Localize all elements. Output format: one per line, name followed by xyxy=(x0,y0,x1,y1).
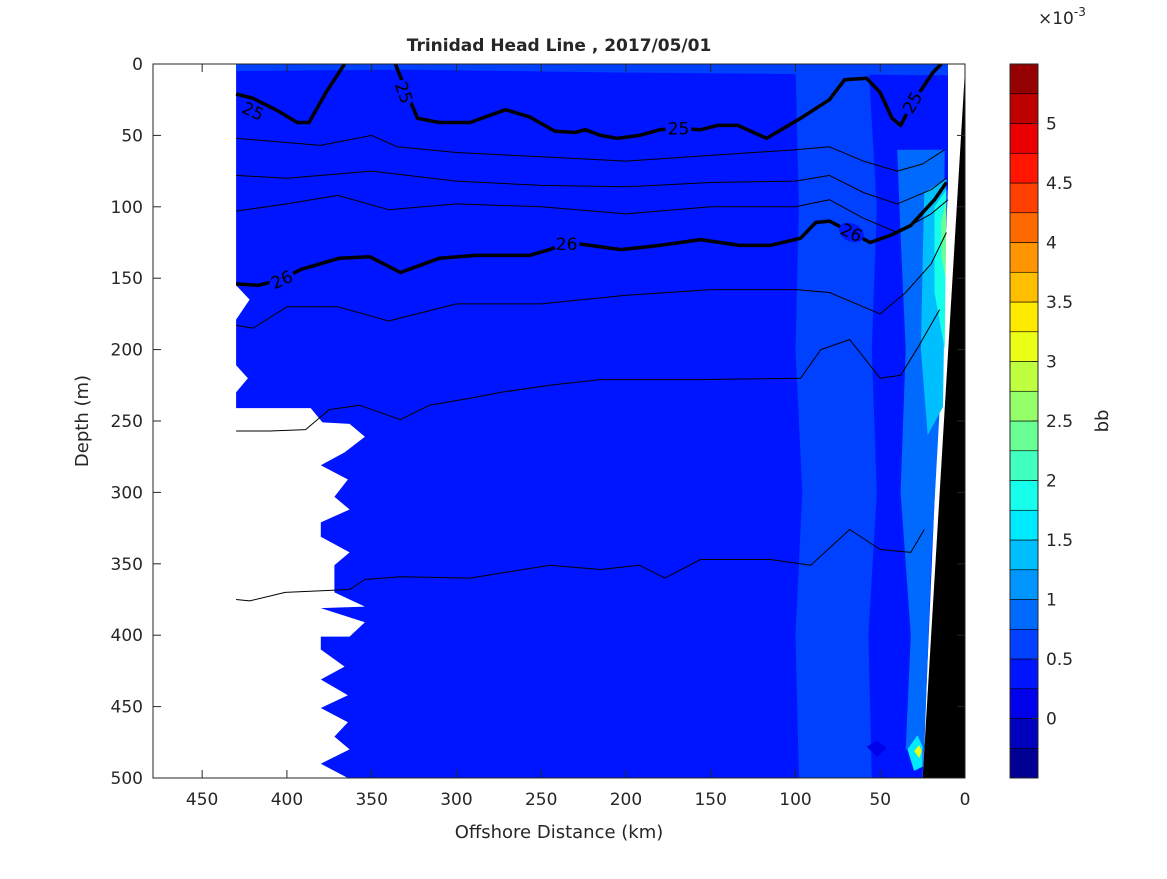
colorbar-band xyxy=(1009,688,1039,719)
colorbar-band xyxy=(1009,480,1039,511)
contour-label-bg xyxy=(553,234,580,253)
colorbar-band xyxy=(1009,539,1039,571)
colorbar-band xyxy=(1009,93,1039,124)
y-tick-label: 250 xyxy=(111,412,143,432)
colorbar-band xyxy=(1009,242,1039,273)
colorbar-tick-label: 4 xyxy=(1046,234,1057,254)
y-tick-label: 50 xyxy=(121,126,143,146)
colorbar: 0 0.5 1 1.5 2 2.5 3 3.5 4 4.5 5 xyxy=(1009,63,1073,779)
colorbar-band xyxy=(1009,420,1039,452)
x-tick-label: 150 xyxy=(694,790,726,810)
fill-bottom-spot-outer xyxy=(907,735,923,771)
y-tick-label: 500 xyxy=(111,769,143,789)
y-axis-label: Depth (m) xyxy=(72,375,93,467)
colorbar-band xyxy=(1009,331,1039,362)
fill-coastal-peak xyxy=(941,199,947,279)
x-tick-label: 0 xyxy=(960,790,971,810)
fill-deep-patch-50km xyxy=(866,740,887,757)
colorbar-band xyxy=(1009,628,1039,660)
y-axis: 0 50 100 150 200 250 300 350 400 450 500 xyxy=(111,55,965,789)
x-tick-label: 450 xyxy=(186,790,218,810)
y-tick-label: 200 xyxy=(111,341,143,361)
colorbar-band xyxy=(1009,152,1039,184)
colorbar-tick-label: 3 xyxy=(1046,353,1057,373)
y-tick-label: 300 xyxy=(111,483,143,503)
contour-line xyxy=(236,232,947,329)
contour-label: 26 xyxy=(556,235,578,255)
colorbar-label: bb xyxy=(1092,410,1113,433)
colorbar-tick-label: 2 xyxy=(1046,472,1057,492)
y-tick-label: 400 xyxy=(111,626,143,646)
colorbar-band xyxy=(1009,569,1039,600)
x-tick-label: 400 xyxy=(271,790,303,810)
colorbar-band xyxy=(1009,390,1039,422)
x-tick-label: 300 xyxy=(440,790,472,810)
colorbar-tick-label: 1.5 xyxy=(1046,531,1073,551)
y-tick-label: 0 xyxy=(132,55,143,75)
colorbar-band xyxy=(1009,718,1039,749)
contour-label-bg xyxy=(394,79,414,106)
x-tick-label: 200 xyxy=(610,790,642,810)
colorbar-band xyxy=(1009,658,1039,690)
colorbar-band xyxy=(1009,599,1039,630)
colorbar-band xyxy=(1009,63,1039,95)
colorbar-tick-label: 0 xyxy=(1046,710,1057,730)
x-tick-label: 350 xyxy=(355,790,387,810)
y-tick-label: 150 xyxy=(111,269,143,289)
contour-label-bg xyxy=(665,119,692,138)
colorbar-band xyxy=(1009,271,1039,303)
colorbar-exponent: ×10-3 xyxy=(1038,5,1086,29)
colorbar-band xyxy=(1009,747,1039,779)
y-tick-label: 450 xyxy=(111,698,143,718)
colorbar-band xyxy=(1009,123,1039,154)
contour-label: 25 xyxy=(668,119,690,139)
colorbar-tick-label: 0.5 xyxy=(1046,650,1073,670)
bathymetry-seafloor xyxy=(922,69,965,778)
colorbar-tick-label: 3.5 xyxy=(1046,293,1073,313)
y-tick-label: 100 xyxy=(111,198,143,218)
chart-title: Trinidad Head Line , 2017/05/01 xyxy=(407,36,712,56)
colorbar-band xyxy=(1009,450,1039,481)
x-tick-label: 50 xyxy=(869,790,891,810)
contour-line xyxy=(236,134,945,172)
contour-label-bg xyxy=(269,269,295,290)
colorbar-band xyxy=(1009,509,1039,541)
fill-shelf-break-band xyxy=(795,64,877,778)
contour-line xyxy=(236,529,925,602)
fill-surface-layer xyxy=(236,64,949,76)
colorbar-tick-label: 1 xyxy=(1046,591,1057,611)
contour-line xyxy=(236,309,941,432)
contour-label-bg xyxy=(240,101,266,121)
colorbar-band xyxy=(1009,361,1039,392)
contour-label-bg xyxy=(902,90,923,115)
colorbar-band xyxy=(1009,301,1039,333)
contour-line-25 xyxy=(235,64,347,125)
contour-line xyxy=(236,170,947,205)
y-tick-label: 350 xyxy=(111,555,143,575)
contour-line-26 xyxy=(235,181,948,288)
contour-line xyxy=(236,194,949,233)
fill-bottom-spot-core xyxy=(914,745,922,758)
colorbar-band xyxy=(1009,212,1039,243)
x-tick-label: 250 xyxy=(525,790,557,810)
data-fill-region xyxy=(236,64,949,778)
colorbar-tick-label: 5 xyxy=(1046,115,1057,135)
x-tick-label: 100 xyxy=(779,790,811,810)
x-axis: 450 400 350 300 250 200 150 100 50 0 xyxy=(186,64,970,810)
colorbar-tick-label: 2.5 xyxy=(1046,412,1073,432)
contour-label-bg xyxy=(839,222,864,243)
x-axis-label: Offshore Distance (km) xyxy=(455,822,664,843)
colorbar-tick-label: 4.5 xyxy=(1046,174,1073,194)
colorbar-band xyxy=(1009,182,1039,214)
